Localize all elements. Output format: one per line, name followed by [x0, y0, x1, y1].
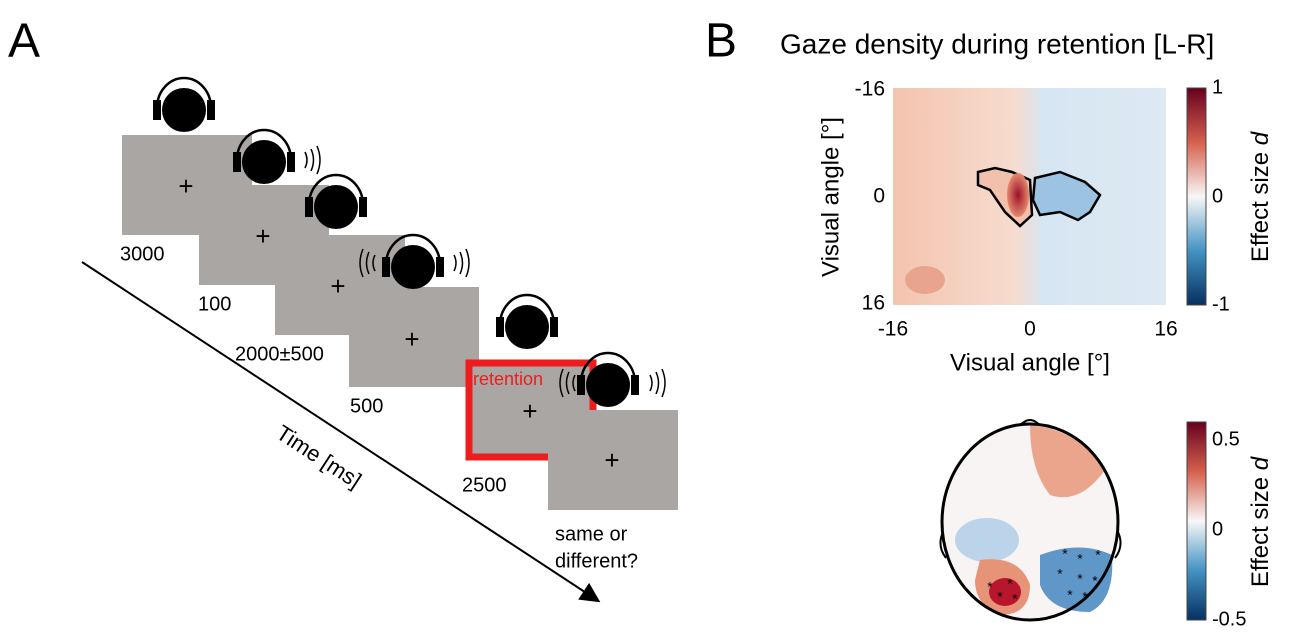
colorbar-tick-label: 0 [1212, 518, 1223, 540]
duration: 100 [198, 293, 231, 315]
headphone-part [550, 317, 558, 337]
svg-text:*: * [1092, 573, 1098, 589]
colorbar-tick-label: -0.5 [1212, 608, 1246, 630]
sound-waves [304, 145, 666, 398]
colorbar-ticks: 1 0 -1 [1212, 76, 1230, 315]
colorbar-ticks: 0.5 0 -0.5 [1212, 428, 1246, 630]
panel-label: A [8, 15, 40, 68]
headphone-part [436, 257, 444, 277]
headphone-part [359, 197, 367, 217]
svg-text:+: + [330, 271, 345, 301]
question: different? [555, 550, 638, 572]
svg-text:*: * [1077, 551, 1083, 567]
headphone-part [384, 233, 442, 266]
headphone-part [382, 257, 390, 277]
fixation-crosses: + + + + + + [178, 171, 619, 475]
svg-text:*: * [997, 589, 1003, 605]
panel-title: Gaze density during retention [L-R] [780, 28, 1214, 59]
headphone-part [155, 76, 213, 109]
colorbar-tick-label: 1 [1212, 76, 1223, 98]
svg-text:*: * [1095, 547, 1101, 563]
colorbar-tick-label: 0.5 [1212, 428, 1240, 450]
headphone-part [391, 245, 435, 289]
colorbar-label-symbol: d [1247, 456, 1274, 470]
colorbar [1186, 421, 1207, 621]
colorbar-tick-label: -1 [1212, 293, 1230, 315]
svg-text:*: * [1077, 571, 1083, 587]
gaze-map [893, 88, 1166, 305]
colorbar-tick-label: 0 [1212, 185, 1223, 207]
headphone-part [162, 88, 206, 132]
headphone-part [242, 140, 286, 184]
svg-text:*: * [1082, 589, 1088, 605]
x-tick-label: 0 [1024, 318, 1036, 341]
headphone-part [305, 197, 313, 217]
colorbar [1186, 87, 1207, 306]
svg-text:*: * [1007, 576, 1013, 592]
y-axis-label: Visual angle [°] [817, 117, 844, 277]
headphone-part [287, 152, 295, 172]
colorbar-label: Effect size d [1247, 456, 1274, 587]
durations: 3000 100 2000±500 500 2500 [120, 243, 507, 496]
headphones [153, 76, 639, 407]
headphone-part [586, 363, 630, 407]
y-tick-label: 0 [873, 185, 885, 208]
svg-text:*: * [1012, 591, 1018, 607]
duration: 2500 [462, 474, 507, 496]
gaze-axes: -16 0 16 -16 0 16 Visual angle [°] Visua… [817, 78, 1177, 377]
headphone-part [235, 128, 293, 161]
headphone-part [307, 173, 365, 206]
y-tick-label: 16 [862, 292, 885, 315]
headphone-part [631, 375, 639, 395]
x-tick-label: -16 [878, 318, 908, 341]
svg-text:*: * [987, 579, 993, 595]
headphone-part [314, 185, 358, 229]
duration: 2000±500 [235, 343, 324, 365]
svg-text:*: * [1062, 546, 1068, 562]
headphone-part [207, 100, 215, 120]
x-tick-label: 16 [1154, 318, 1177, 341]
headphone-part [498, 293, 556, 326]
question: same or [555, 523, 628, 545]
duration: 500 [350, 395, 383, 417]
headphone-part [153, 100, 161, 120]
svg-text:+: + [178, 171, 193, 201]
headphone-part [496, 317, 504, 337]
time-arrow [81, 261, 601, 603]
svg-text:+: + [522, 396, 537, 426]
duration: 3000 [120, 243, 165, 265]
time-axis-label: Time [ms] [272, 420, 366, 493]
retention-label: retention [473, 369, 543, 389]
colorbar-label-text: Effect size [1247, 152, 1274, 262]
svg-text:+: + [255, 221, 270, 251]
screens [122, 135, 678, 510]
headphone-part [505, 305, 549, 349]
topography: **** * * ** * *** [939, 419, 1122, 622]
colorbar-label: Effect size d [1247, 131, 1274, 262]
colorbar-label-symbol: d [1247, 131, 1274, 145]
headphone-part [577, 375, 585, 395]
y-tick-label: -16 [855, 78, 885, 101]
svg-text:+: + [604, 445, 619, 475]
colorbar-label-text: Effect size [1247, 477, 1274, 587]
x-axis-label: Visual angle [°] [950, 349, 1110, 376]
panel-label: B [705, 15, 737, 68]
svg-text:*: * [1057, 566, 1063, 582]
headphone-part [233, 152, 241, 172]
headphone-part [579, 351, 637, 384]
svg-text:*: * [1067, 587, 1073, 603]
svg-text:+: + [404, 324, 419, 354]
